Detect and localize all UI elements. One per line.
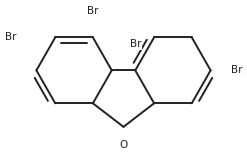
Text: Br: Br (87, 6, 99, 16)
Text: O: O (119, 140, 128, 150)
Text: Br: Br (231, 65, 242, 75)
Text: Br: Br (129, 39, 141, 49)
Text: Br: Br (5, 32, 16, 42)
